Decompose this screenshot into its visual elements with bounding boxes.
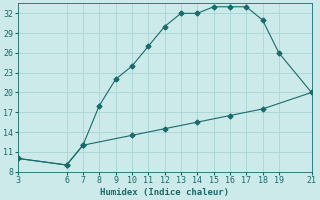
X-axis label: Humidex (Indice chaleur): Humidex (Indice chaleur) xyxy=(100,188,229,197)
